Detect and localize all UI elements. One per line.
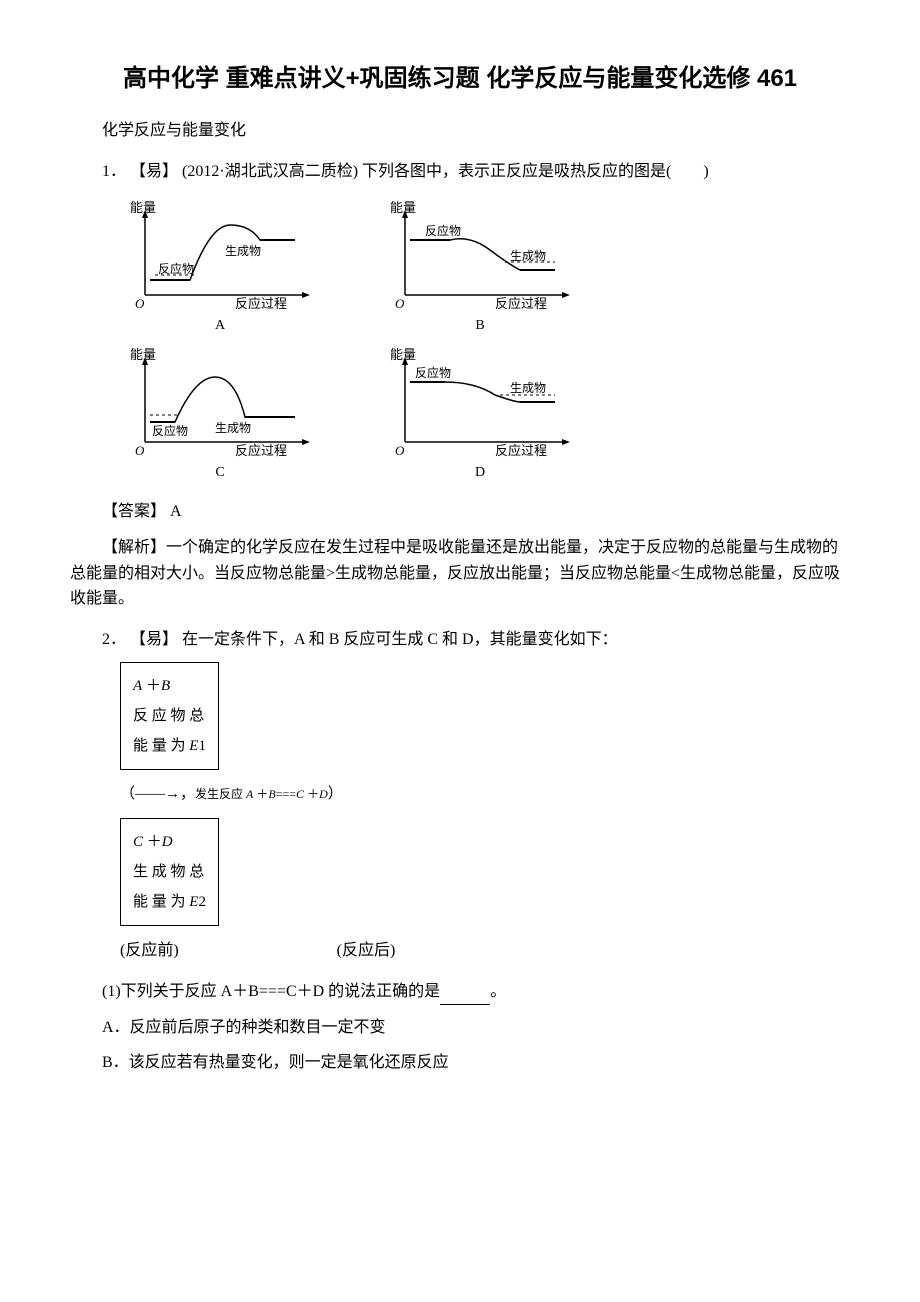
box2-line1: C ＋D xyxy=(133,827,206,857)
svg-text:O: O xyxy=(135,443,145,457)
diagram-row-2: 能量 O 反应过程 反应物 生成物 C 能量 xyxy=(120,347,850,484)
explanation-label: 【解析】 xyxy=(102,539,166,556)
q1-explanation: 【解析】一个确定的化学反应在发生过程中是吸收能量还是放出能量，决定于反应物的总能… xyxy=(70,535,850,612)
page-title: 高中化学 重难点讲义+巩固练习题 化学反应与能量变化选修 461 xyxy=(70,60,850,98)
y-label-a: 能量 xyxy=(130,200,156,215)
label-b: B xyxy=(380,315,580,337)
label-d: D xyxy=(380,462,580,484)
product-a: 生成物 xyxy=(225,244,261,258)
q1-number: 1． xyxy=(102,163,126,180)
diagram-c: 能量 O 反应过程 反应物 生成物 C xyxy=(120,347,320,484)
q1-source: (2012·湖北武汉高二质检) xyxy=(182,163,358,180)
box2-line2: 生 成 物 总 xyxy=(133,857,206,887)
box1-line1: A ＋B xyxy=(133,671,206,701)
sub1-end: 。 xyxy=(490,983,506,1000)
diagram-b-svg: 能量 O 反应过程 反应物 生成物 xyxy=(380,200,580,310)
diagram-a-svg: 能量 O 反应过程 反应物 生成物 xyxy=(120,200,320,310)
diagram-b: 能量 O 反应过程 反应物 生成物 B xyxy=(380,200,580,337)
svg-text:O: O xyxy=(135,296,145,310)
energy-box-1: A ＋B 反 应 物 总 能 量 为 E1 xyxy=(120,662,219,770)
diagram-d: 能量 O 反应过程 反应物 生成物 D xyxy=(380,347,580,484)
q2-tag: 【易】 xyxy=(130,631,178,648)
label-a: A xyxy=(120,315,320,337)
question-2: 2． 【易】 在一定条件下，A 和 B 反应可生成 C 和 D，其能量变化如下： xyxy=(70,627,850,653)
label-before: (反应前) xyxy=(120,942,179,959)
box1-line3: 能 量 为 E1 xyxy=(133,731,206,761)
label-after: (反应后) xyxy=(337,942,396,959)
y-label-d: 能量 xyxy=(390,347,416,362)
subtitle: 化学反应与能量变化 xyxy=(70,118,850,144)
q2-option-b: B．该反应若有热量变化，则一定是氧化还原反应 xyxy=(70,1050,850,1076)
diagram-d-svg: 能量 O 反应过程 反应物 生成物 xyxy=(380,347,580,457)
reactant-c: 反应物 xyxy=(152,423,188,438)
diagram-row-1: 能量 O 反应过程 反应物 生成物 A 能量 xyxy=(120,200,850,337)
product-c: 生成物 xyxy=(215,421,251,435)
box2-line3: 能 量 为 E2 xyxy=(133,887,206,917)
diagram-a: 能量 O 反应过程 反应物 生成物 A xyxy=(120,200,320,337)
answer-value: A xyxy=(170,503,182,520)
y-label-b: 能量 xyxy=(390,200,416,215)
explanation-text: 一个确定的化学反应在发生过程中是吸收能量还是放出能量，决定于反应物的总能量与生成… xyxy=(70,539,840,607)
q2-number: 2． xyxy=(102,631,126,648)
energy-box-2: C ＋D 生 成 物 总 能 量 为 E2 xyxy=(120,818,219,926)
q1-answer: 【答案】 A xyxy=(70,499,850,525)
energy-diagrams: 能量 O 反应过程 反应物 生成物 A 能量 xyxy=(120,200,850,485)
blank-field[interactable] xyxy=(440,989,490,1005)
reactant-d: 反应物 xyxy=(415,365,451,380)
product-d: 生成物 xyxy=(510,381,546,395)
question-1: 1． 【易】 (2012·湖北武汉高二质检) 下列各图中，表示正反应是吸热反应的… xyxy=(70,159,850,185)
x-label-d: 反应过程 xyxy=(495,443,547,457)
reaction-arrow: （――→，发生反应 A ＋B===C ＋D） xyxy=(120,782,850,806)
diagram-c-svg: 能量 O 反应过程 反应物 生成物 xyxy=(120,347,320,457)
q2-text: 在一定条件下，A 和 B 反应可生成 C 和 D，其能量变化如下： xyxy=(182,631,618,648)
label-c: C xyxy=(120,462,320,484)
x-label-b: 反应过程 xyxy=(495,296,547,310)
q2-sub1: (1)下列关于反应 A＋B===C＋D 的说法正确的是 。 xyxy=(70,979,850,1005)
q1-tag: 【易】 xyxy=(130,163,178,180)
svg-text:O: O xyxy=(395,296,405,310)
state-labels: (反应前) (反应后) xyxy=(120,938,850,964)
x-label-c: 反应过程 xyxy=(235,443,287,457)
y-label-c: 能量 xyxy=(130,347,156,362)
answer-label: 【答案】 xyxy=(102,503,166,520)
box1-line2: 反 应 物 总 xyxy=(133,701,206,731)
product-b: 生成物 xyxy=(510,249,546,263)
q2-option-a: A．反应前后原子的种类和数目一定不变 xyxy=(70,1015,850,1041)
reactant-a: 反应物 xyxy=(158,261,194,276)
q1-text: 下列各图中，表示正反应是吸热反应的图是( ) xyxy=(362,163,709,180)
x-label-a: 反应过程 xyxy=(235,296,287,310)
svg-text:O: O xyxy=(395,443,405,457)
reactant-b: 反应物 xyxy=(425,223,461,238)
sub1-text: (1)下列关于反应 A＋B===C＋D 的说法正确的是 xyxy=(102,983,440,1000)
